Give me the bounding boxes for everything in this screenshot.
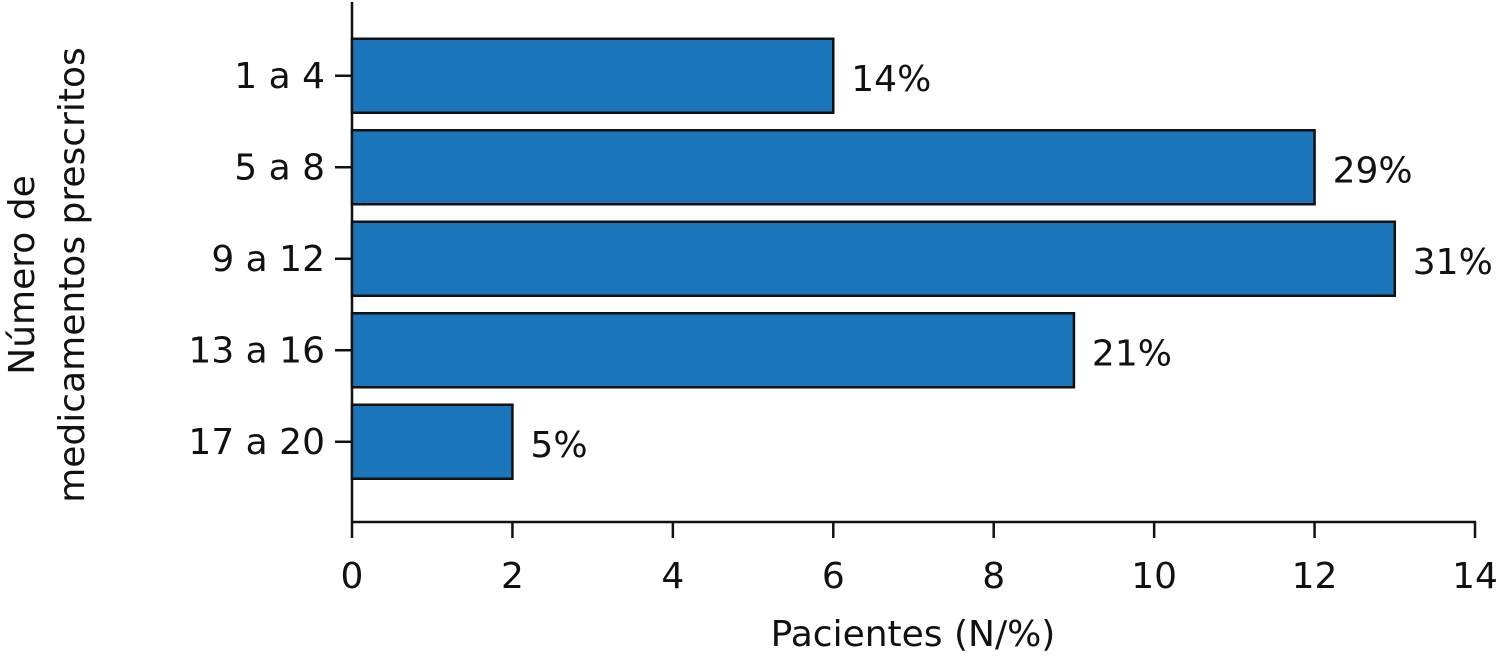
bar (350, 129, 1316, 206)
value-label: 5% (530, 425, 587, 466)
x-tick-label: 14 (1452, 556, 1498, 597)
value-label: 29% (1333, 150, 1413, 191)
y-tick-label: 13 a 16 (188, 330, 325, 371)
bar (350, 37, 835, 114)
y-axis-title-line: Número de (2, 175, 43, 374)
x-tick-label: 6 (822, 556, 845, 597)
y-tick-label: 5 a 8 (234, 147, 325, 188)
x-tick-label: 8 (982, 556, 1005, 597)
x-tick-label: 4 (661, 556, 684, 597)
y-tick-label: 9 a 12 (211, 239, 325, 280)
y-axis-title-line: medicamentos prescritos (52, 47, 93, 503)
value-label: 31% (1413, 242, 1493, 283)
y-tick-label: 17 a 20 (188, 422, 325, 463)
y-axis-title: Número de medicamentos prescritos (2, 47, 93, 503)
bar (350, 403, 514, 480)
value-label: 21% (1092, 333, 1172, 374)
x-tick-label: 0 (341, 556, 364, 597)
bar (350, 312, 1076, 389)
x-tick-label: 12 (1292, 556, 1338, 597)
x-tick-label: 10 (1131, 556, 1177, 597)
bar (350, 220, 1397, 297)
x-tick-label: 2 (501, 556, 524, 597)
y-tick-label: 1 a 4 (234, 56, 325, 97)
value-label: 14% (851, 59, 931, 100)
x-axis-title: Pacientes (N/%) (771, 614, 1056, 655)
